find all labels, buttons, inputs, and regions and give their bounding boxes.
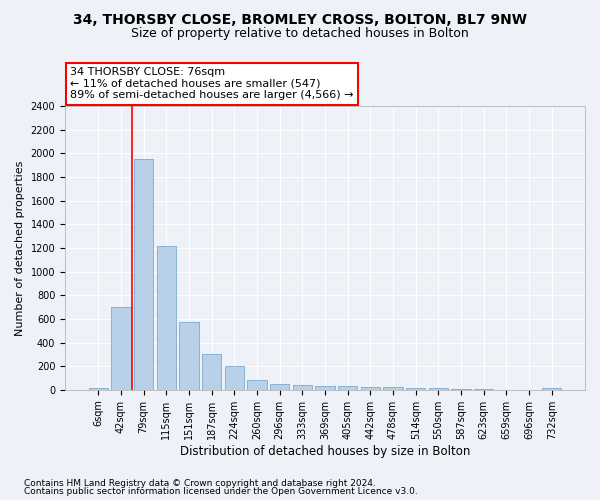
Bar — [247, 380, 266, 390]
Bar — [316, 386, 335, 390]
Bar — [134, 159, 153, 390]
Bar — [89, 388, 108, 390]
Bar — [338, 386, 358, 390]
Bar — [542, 388, 562, 390]
Bar — [406, 388, 425, 390]
Bar — [429, 388, 448, 390]
Bar — [202, 354, 221, 390]
Bar — [383, 387, 403, 390]
Text: Contains HM Land Registry data © Crown copyright and database right 2024.: Contains HM Land Registry data © Crown c… — [24, 478, 376, 488]
Text: Size of property relative to detached houses in Bolton: Size of property relative to detached ho… — [131, 28, 469, 40]
Y-axis label: Number of detached properties: Number of detached properties — [15, 160, 25, 336]
Bar — [157, 246, 176, 390]
Bar — [270, 384, 289, 390]
Bar — [361, 388, 380, 390]
Bar — [112, 307, 131, 390]
Bar — [224, 366, 244, 390]
Text: 34, THORSBY CLOSE, BROMLEY CROSS, BOLTON, BL7 9NW: 34, THORSBY CLOSE, BROMLEY CROSS, BOLTON… — [73, 12, 527, 26]
Bar — [179, 322, 199, 390]
Text: Contains public sector information licensed under the Open Government Licence v3: Contains public sector information licen… — [24, 487, 418, 496]
Bar — [293, 386, 312, 390]
X-axis label: Distribution of detached houses by size in Bolton: Distribution of detached houses by size … — [180, 444, 470, 458]
Text: 34 THORSBY CLOSE: 76sqm
← 11% of detached houses are smaller (547)
89% of semi-d: 34 THORSBY CLOSE: 76sqm ← 11% of detache… — [70, 67, 354, 100]
